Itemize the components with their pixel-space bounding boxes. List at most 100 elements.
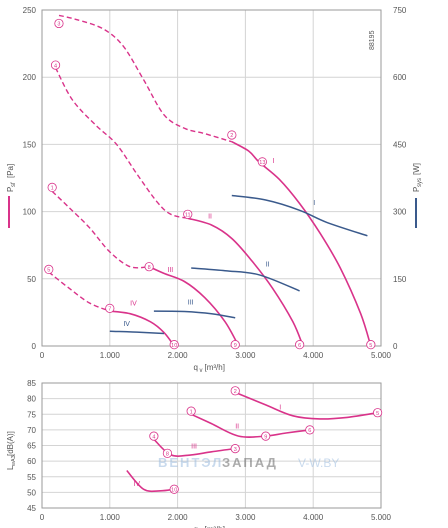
curve-label: III: [188, 299, 194, 306]
y-tick-label: 150: [23, 140, 37, 149]
x-tick-label: 5.000: [371, 513, 392, 522]
operating-point-marker: [186, 406, 196, 416]
y2-axis-label-unit: [W]: [412, 163, 421, 175]
operating-point-number: 6: [298, 343, 301, 349]
x-tick-label: 1.000: [100, 351, 121, 360]
x-axis-label-sub: v: [200, 368, 203, 374]
x-tick-label: 5.000: [371, 351, 392, 360]
y2-tick-label: 450: [393, 140, 407, 149]
operating-point-number: 10: [171, 343, 177, 349]
y-axis-title: Psf [Pa]: [6, 164, 17, 192]
y2-tick-label: 150: [393, 275, 407, 284]
y-tick-label: 55: [27, 473, 36, 482]
y-tick-label: 65: [27, 442, 36, 451]
operating-point-marker: [230, 386, 240, 396]
operating-point-marker: [162, 448, 173, 458]
y-axis-label-unit: [Pa]: [6, 164, 15, 178]
x-axis-label: q: [194, 525, 198, 528]
operating-point-number: 3: [57, 22, 60, 28]
y-axis-label-unit: [dB(A)]: [6, 431, 15, 456]
y-tick-label: 0: [32, 342, 37, 351]
y-tick-label: 50: [27, 488, 36, 497]
operating-point-number: 4: [54, 63, 57, 69]
operating-point-marker: [373, 408, 383, 418]
operating-point-number: 13: [259, 160, 265, 166]
operating-point-number: 10: [171, 487, 177, 493]
operating-point-number: 2: [234, 389, 237, 395]
pressure-curve-dashed-II: [54, 67, 188, 219]
pressure-power-chart: 0 1.000 2.000 3.000 4.000 5.00005010015020025…: [6, 6, 423, 374]
operating-point-marker: [183, 209, 193, 219]
chart-code: 88195: [369, 30, 376, 50]
x-tick-label: 4.000: [303, 351, 324, 360]
x-tick-label: 4.000: [303, 513, 324, 522]
operating-point-number: 1: [51, 186, 54, 192]
y-tick-label: 250: [23, 6, 37, 15]
pressure-curve-dashed-IV: [48, 271, 111, 312]
operating-point-marker: [230, 444, 240, 454]
operating-point-marker: [366, 340, 376, 350]
operating-point-marker: [261, 431, 271, 441]
operating-point-marker: [44, 264, 54, 274]
watermark-site: V-W.BY: [298, 456, 339, 470]
y-tick-label: 100: [23, 208, 37, 217]
operating-point-marker: [54, 18, 64, 29]
power-curve-IV: [109, 330, 165, 335]
curve-label: II: [235, 423, 239, 430]
operating-point-number: 9: [264, 434, 267, 440]
operating-point-number: 1: [190, 409, 193, 415]
x-tick-label: 1.000: [100, 513, 121, 522]
y-tick-label: 60: [27, 457, 36, 466]
operating-point-number: 5: [47, 268, 50, 274]
sound-curve-IV: [126, 469, 175, 493]
sound-power-chart: 0 1.000 2.000 3.000 4.000 5.00045505560657075…: [6, 379, 392, 528]
x-tick-label: 3.000: [235, 351, 256, 360]
operating-point-number: 8: [166, 452, 169, 458]
curve-label: II: [266, 262, 270, 269]
y-tick-label: 70: [27, 426, 36, 435]
x-tick-label: 0: [40, 513, 45, 522]
y2-tick-label: 750: [393, 6, 407, 15]
x-tick-label: 2.000: [168, 513, 189, 522]
operating-point-marker: [169, 340, 179, 350]
x-tick-label: 0: [40, 351, 45, 360]
watermark-brand-1: ВЕНТЭЛ: [158, 455, 223, 470]
operating-point-marker: [230, 340, 240, 350]
y2-axis-label-sub: sys: [417, 178, 423, 187]
y2-tick-label: 300: [393, 208, 407, 217]
y-tick-label: 50: [27, 275, 36, 284]
operating-point-marker: [169, 484, 179, 494]
curve-label: III: [167, 267, 173, 274]
y2-tick-label: 0: [393, 342, 398, 351]
pressure-curve-I: [231, 140, 372, 347]
operating-point-marker: [47, 182, 57, 193]
watermark: ВЕНТЭЛ ЗАПАД V-W.BY: [158, 455, 339, 470]
y-tick-label: 75: [27, 410, 36, 419]
x-axis-label: q: [194, 363, 198, 372]
sound-curve-I: [234, 391, 378, 420]
y-axis-label: P: [6, 187, 15, 192]
y-axis-label-sub: sf: [11, 182, 17, 187]
power-curve-III: [153, 310, 236, 319]
curve-label: IV: [130, 301, 137, 308]
operating-point-number: 5: [369, 343, 372, 349]
operating-point-number: 11: [185, 212, 191, 218]
operating-point-marker: [257, 157, 267, 167]
operating-point-number: 4: [152, 434, 155, 440]
y-tick-label: 45: [27, 504, 36, 513]
watermark-brand-2: ЗАПАД: [222, 455, 278, 470]
operating-point-number: 9: [234, 343, 237, 349]
x-axis-label-unit: [m³/h]: [205, 363, 225, 372]
operating-point-marker: [149, 431, 159, 441]
x-axis-label-unit: [m³/h]: [205, 525, 225, 528]
curve-label: I: [313, 200, 315, 207]
x-tick-label: 2.000: [168, 351, 189, 360]
operating-point-number: 6: [308, 428, 311, 434]
y-tick-label: 80: [27, 395, 36, 404]
curve-label: III: [191, 444, 197, 451]
operating-point-marker: [144, 262, 154, 272]
